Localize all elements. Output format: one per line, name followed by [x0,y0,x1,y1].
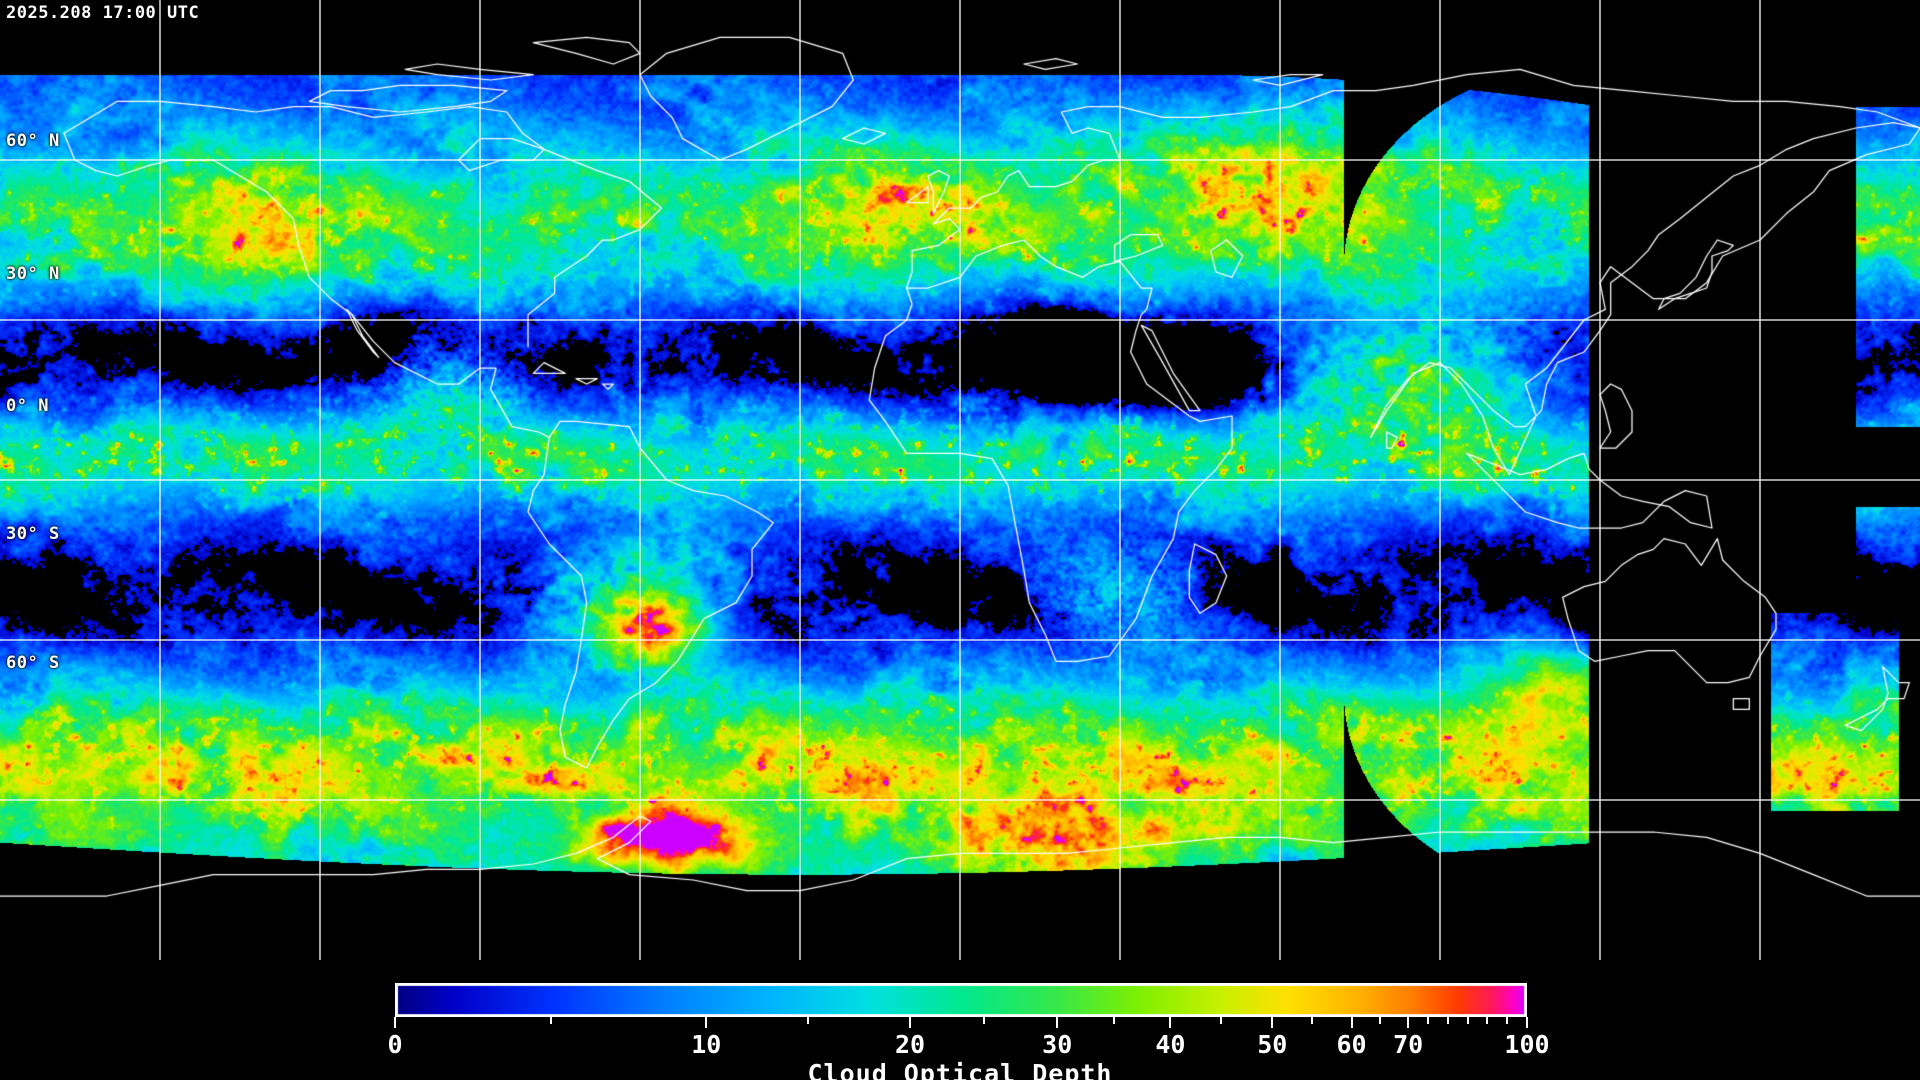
colorbar-minor-tick [1378,1017,1381,1024]
colorbar-tick-label: 0 [387,1030,403,1059]
colorbar-wrapper [395,983,1527,1017]
timestamp-label: 2025.208 17:00 UTC [6,3,200,23]
colorbar-minor-tick [1112,1017,1115,1024]
colorbar-minor-tick [1506,1017,1509,1024]
colorbar-major-tick [1271,1017,1274,1028]
colorbar-major-tick [1056,1017,1059,1028]
colorbar-major-tick [1350,1017,1353,1028]
colorbar-minor-tick [1220,1017,1223,1024]
colorbar-major-tick [909,1017,912,1028]
lat-label-60n: 60° N [6,131,60,151]
colorbar-major-tick [394,1017,396,1028]
lat-label-0n: 0° N [6,396,49,416]
colorbar-tick-label: 20 [894,1030,926,1059]
colorbar-tick-label: 40 [1155,1030,1186,1059]
colorbar-minor-tick [549,1017,552,1024]
lat-label-30n: 30° N [6,264,60,284]
colorbar-minor-tick [1486,1017,1489,1024]
colorbar-tick-layer: 0 10 20 30 40 50 60 70 100 [387,1017,1550,1063]
colorbar-tick-label: 70 [1393,1030,1424,1059]
colorbar-tick-label: 50 [1257,1030,1288,1059]
colorbar-tick-label: 30 [1042,1030,1073,1059]
colorbar-major-tick [1407,1017,1410,1028]
colorbar-tick-label: 100 [1504,1030,1550,1059]
colorbar-major-tick [1169,1017,1172,1028]
colorbar-minor-tick [982,1017,985,1024]
satellite-map-canvas[interactable] [0,0,1920,960]
colorbar-minor-tick [1426,1017,1429,1024]
colorbar-title: Cloud Optical Depth [807,1059,1113,1080]
colorbar-minor-tick [1446,1017,1449,1024]
colorbar-tick-label: 60 [1336,1030,1367,1059]
colorbar-minor-tick [1310,1017,1313,1024]
colorbar-legend-panel: 0 10 20 30 40 50 60 70 100 Cloud Optical Depth [0,960,1920,1080]
colorbar-gradient [395,983,1527,1017]
lat-label-30s: 30° S [6,524,60,544]
colorbar-major-tick [1526,1017,1528,1028]
colorbar-minor-tick [807,1017,810,1024]
lat-label-60s: 60° S [6,653,60,673]
colorbar-tick-label: 10 [691,1030,722,1059]
colorbar-minor-tick [1466,1017,1469,1024]
map-panel[interactable]: 2025.208 17:00 UTC 60° N 30° N 0° N 30° … [0,0,1920,960]
colorbar-major-tick [705,1017,708,1028]
